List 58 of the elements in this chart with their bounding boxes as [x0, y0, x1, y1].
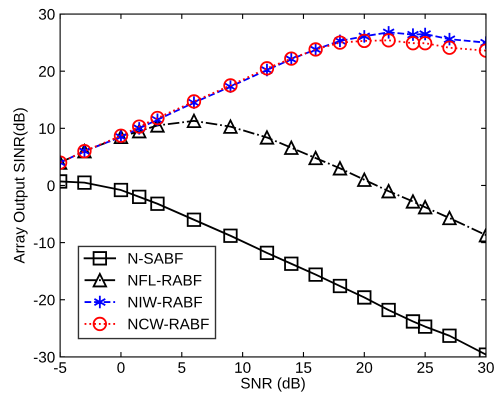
point — [442, 210, 457, 226]
point — [223, 119, 238, 134]
x-axis-title: SNR (dB) — [241, 377, 305, 392]
x-tick-label: 0 — [117, 362, 125, 373]
point — [186, 212, 202, 227]
x-tick-label: -5 — [54, 362, 66, 373]
point — [418, 26, 432, 42]
point — [418, 319, 432, 334]
legend-label: NIW-RABF — [128, 296, 202, 308]
y-tick-label: 10 — [39, 123, 55, 134]
point — [332, 161, 348, 176]
y-tick-label: -30 — [34, 352, 55, 363]
x-tick-label: 5 — [178, 362, 186, 373]
point — [406, 27, 420, 42]
point — [442, 40, 457, 55]
point — [223, 228, 238, 243]
point — [406, 194, 420, 209]
point — [381, 184, 396, 198]
point — [418, 36, 432, 50]
point — [382, 25, 395, 40]
y-tick-label: 0 — [47, 180, 55, 192]
x-tick-label: 20 — [356, 362, 372, 373]
point — [358, 29, 371, 44]
point — [284, 140, 298, 155]
point — [406, 36, 420, 50]
x-tick-label: 10 — [235, 362, 251, 373]
point — [308, 150, 323, 166]
point — [442, 328, 457, 343]
x-tick-label: 15 — [296, 362, 312, 373]
point — [406, 314, 420, 329]
x-tick-label: 25 — [417, 362, 433, 373]
point — [150, 196, 165, 211]
point — [132, 124, 146, 138]
point — [357, 290, 372, 305]
point — [357, 172, 372, 187]
point — [308, 267, 323, 282]
legend-label: N-SABF — [128, 252, 183, 264]
point — [284, 256, 298, 271]
x-tick-label: 30 — [478, 362, 494, 373]
legend-label: NFL-RABF — [128, 275, 202, 286]
y-tick-label: 20 — [39, 66, 55, 77]
point — [260, 130, 274, 145]
point — [260, 246, 274, 260]
point — [357, 34, 372, 48]
point — [443, 32, 456, 46]
point — [186, 114, 202, 128]
y-tick-label: -10 — [34, 237, 55, 248]
point — [114, 182, 128, 198]
point — [132, 190, 146, 204]
y-tick-label: 30 — [38, 8, 55, 20]
y-tick-label: -20 — [34, 294, 55, 306]
point — [77, 175, 92, 190]
legend-label: NCW-RABF — [128, 318, 209, 330]
point — [332, 278, 348, 294]
y-axis-title: Array Output SINR(dB) — [13, 108, 28, 264]
point — [381, 302, 396, 318]
point — [381, 33, 396, 48]
point — [418, 200, 432, 214]
